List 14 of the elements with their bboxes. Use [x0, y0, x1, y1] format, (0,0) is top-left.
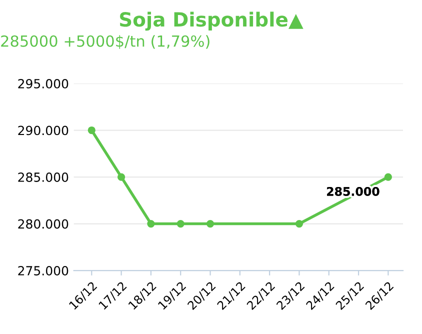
y-tick-label: 275.000 — [18, 266, 68, 276]
point — [117, 173, 126, 181]
point — [176, 220, 184, 228]
y-tick-label: 295.000 — [18, 78, 68, 88]
point — [147, 220, 155, 228]
y-tick-label: 290.000 — [18, 126, 68, 136]
point — [206, 220, 214, 228]
chart-subtitle: 285000 +5000$/tn (1,79%) — [1, 35, 210, 49]
y-tick-label: 285.000 — [18, 172, 68, 182]
point — [295, 220, 304, 228]
y-tick-label: 280.000 — [18, 219, 68, 229]
point — [384, 173, 392, 181]
chart-title: Soja Disponible▲ — [120, 12, 304, 31]
point — [88, 126, 96, 134]
